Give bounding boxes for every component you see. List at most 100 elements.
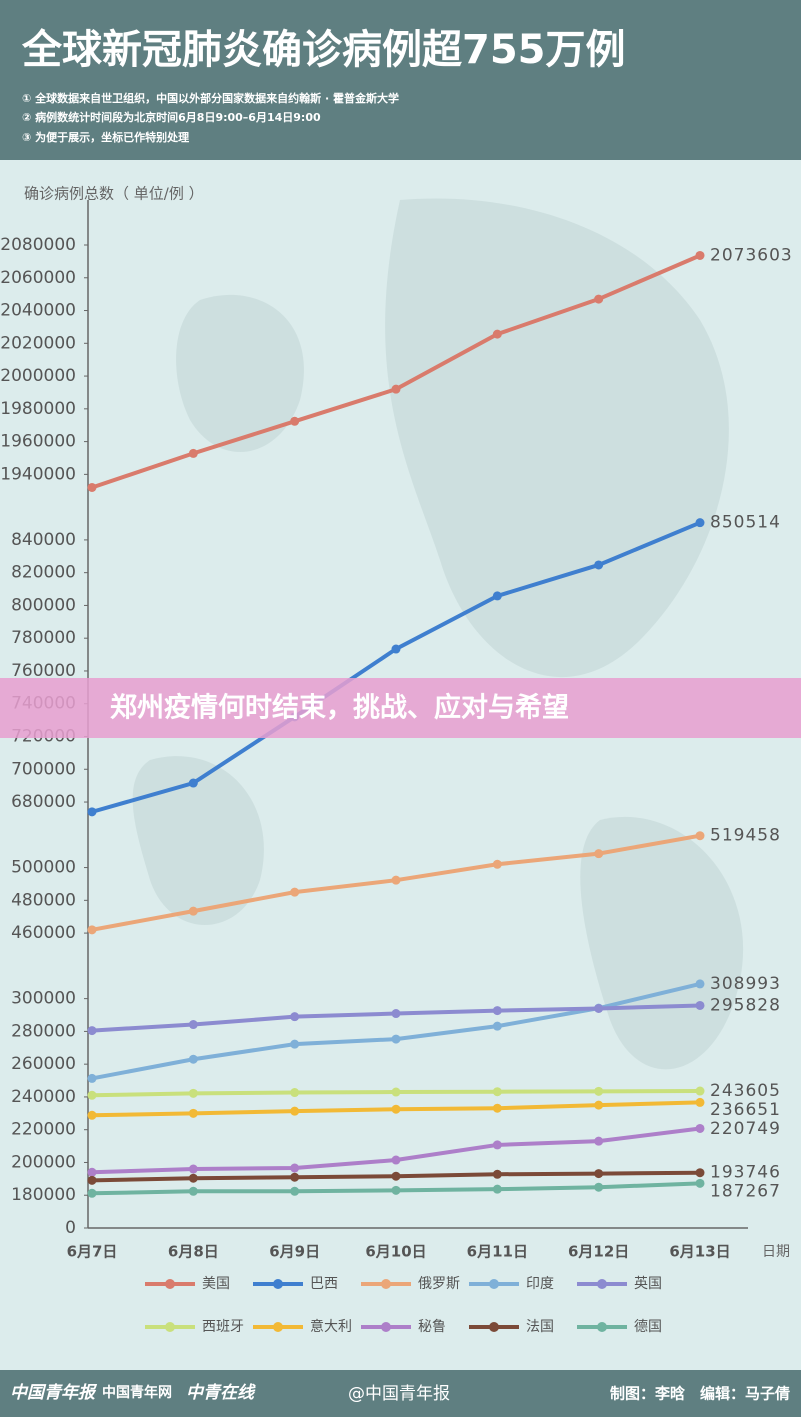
point	[492, 591, 502, 601]
point	[87, 1188, 97, 1198]
header-band	[0, 0, 801, 160]
legend-label: 意大利	[310, 1318, 352, 1335]
y-tick-label: 240000	[11, 1087, 76, 1107]
point	[188, 1164, 198, 1174]
y-tick-label: 500000	[11, 858, 76, 878]
y-tick-label: 2020000	[0, 333, 76, 353]
point	[290, 1186, 300, 1196]
y-tick-label: 300000	[11, 989, 76, 1009]
point	[695, 1097, 705, 1107]
point	[87, 1110, 97, 1120]
point	[391, 1087, 401, 1097]
point	[492, 1021, 502, 1031]
data-label: 193746	[710, 1163, 781, 1183]
point	[87, 1026, 97, 1036]
point	[695, 518, 705, 528]
y-tick-label: 760000	[11, 661, 76, 681]
x-tick-label: 6月12日	[568, 1243, 629, 1261]
y-tick-label: 680000	[11, 792, 76, 812]
point	[290, 416, 300, 426]
y-tick-label: 1980000	[0, 399, 76, 419]
y-tick-label: 2080000	[0, 235, 76, 255]
point	[695, 1086, 705, 1096]
y-axis-title: 确诊病例总数（ 单位/例 ）	[24, 185, 204, 203]
x-tick-label: 6月11日	[467, 1243, 528, 1261]
point	[492, 859, 502, 869]
map-decoration	[132, 198, 744, 1070]
data-label: 295828	[710, 995, 781, 1015]
point	[492, 1103, 502, 1113]
x-tick-label: 6月7日	[67, 1243, 118, 1261]
y-tick-label: 220000	[11, 1120, 76, 1140]
footer-band	[0, 1370, 801, 1417]
y-tick-label: 0	[65, 1218, 76, 1238]
point	[695, 831, 705, 841]
logo: 中国青年网	[102, 1384, 172, 1401]
y-tick-label: 280000	[11, 1021, 76, 1041]
point	[290, 1088, 300, 1098]
legend-dot	[597, 1322, 607, 1332]
logo: 中国青年报	[10, 1383, 98, 1403]
x-tick-label: 6月9日	[269, 1243, 320, 1261]
point	[391, 1034, 401, 1044]
y-tick-label: 2040000	[0, 301, 76, 321]
legend-label: 巴西	[310, 1276, 338, 1292]
point	[188, 1054, 198, 1064]
legend-dot	[381, 1322, 391, 1332]
y-tick-label: 780000	[11, 628, 76, 648]
point	[492, 329, 502, 339]
point	[87, 1073, 97, 1083]
point	[492, 1184, 502, 1194]
point	[87, 1175, 97, 1185]
y-tick-label: 820000	[11, 563, 76, 583]
legend-label: 俄罗斯	[418, 1276, 460, 1292]
point	[695, 1123, 705, 1133]
data-label: 519458	[710, 826, 781, 846]
y-tick-label: 200000	[11, 1152, 76, 1172]
x-tick-label: 6月10日	[365, 1243, 426, 1261]
banner-band	[0, 678, 801, 738]
x-axis-title: 日期	[762, 1244, 790, 1260]
point	[594, 1169, 604, 1179]
data-label: 243605	[710, 1081, 781, 1101]
credits: 制图：李晗 编辑：马子倩	[610, 1385, 790, 1403]
legend-label: 法国	[526, 1319, 554, 1335]
point	[391, 1171, 401, 1181]
data-label: 2073603	[710, 245, 793, 265]
point	[290, 887, 300, 897]
point	[594, 1003, 604, 1013]
point	[188, 448, 198, 458]
point	[188, 1108, 198, 1118]
logo: 中青在线	[186, 1383, 256, 1403]
y-tick-label: 2000000	[0, 366, 76, 386]
legend-dot	[273, 1322, 283, 1332]
y-tick-label: 1960000	[0, 432, 76, 452]
point	[492, 1087, 502, 1097]
point	[594, 849, 604, 859]
point	[188, 1173, 198, 1183]
legend-dot	[273, 1279, 283, 1289]
data-label: 187267	[710, 1182, 781, 1202]
legend-label: 美国	[202, 1276, 230, 1292]
point	[594, 294, 604, 304]
point	[391, 384, 401, 394]
point	[290, 1163, 300, 1173]
legend-label: 德国	[634, 1319, 662, 1335]
point	[87, 925, 97, 935]
point	[188, 1088, 198, 1098]
note: ② 病例数统计时间段为北京时间6月8日9:00–6月14日9:00	[22, 110, 321, 124]
point	[391, 1009, 401, 1019]
point	[492, 1169, 502, 1179]
point	[391, 1185, 401, 1195]
legend-dot	[165, 1322, 175, 1332]
note: ③ 为便于展示，坐标已作特别处理	[22, 130, 189, 144]
title: 全球新冠肺炎确诊病例超755万例	[21, 27, 626, 73]
weibo: @中国青年报	[348, 1384, 450, 1404]
legend-label: 西班牙	[202, 1319, 244, 1335]
point	[695, 1000, 705, 1010]
point	[391, 644, 401, 654]
x-tick-label: 6月13日	[669, 1243, 730, 1261]
legend-dot	[165, 1279, 175, 1289]
point	[492, 1006, 502, 1016]
